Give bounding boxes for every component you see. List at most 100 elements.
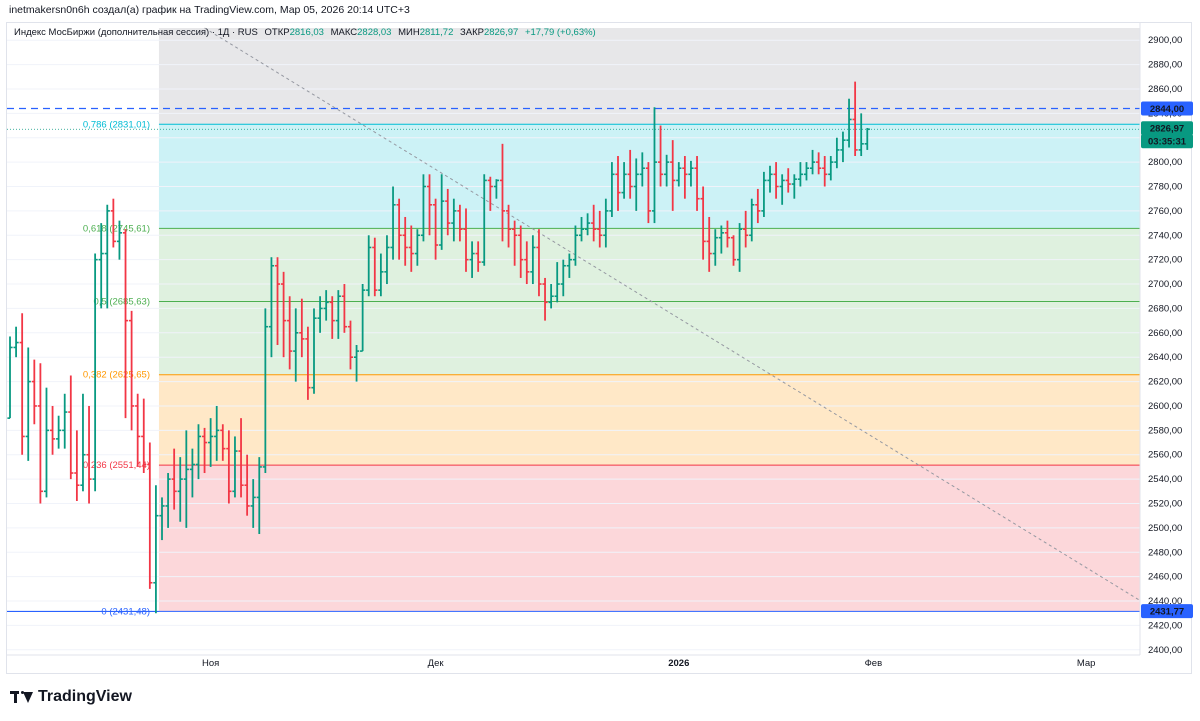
price-labels: 2844,00 2826,97 03:35:31 2431,77 [1141, 101, 1193, 619]
price-tick-label: 2600,00 [1148, 401, 1182, 412]
fib-zone [158, 465, 1140, 612]
ohlc-bar [858, 113, 864, 157]
ohlc-bar [439, 174, 445, 250]
ohlc-bar [372, 237, 378, 297]
fibonacci-retracement[interactable]: 0,786 (2831,01) 0,618 (2745,61) 0,5 (2685,… [7, 28, 1140, 617]
ohlc-bar [639, 152, 645, 187]
ohlc-bar [281, 271, 287, 358]
price-axis[interactable]: 2900,002880,002860,002840,002820,002800,… [1139, 22, 1182, 656]
ohlc-bar [13, 326, 19, 358]
fib-zone [158, 124, 1140, 229]
ohlc-bar [743, 210, 749, 248]
price-label-fib-zero-bg [1141, 604, 1193, 619]
ohlc-bar [670, 140, 676, 211]
ohlc-bar [712, 229, 718, 266]
ohlc-bar [360, 284, 366, 352]
ohlc-bar [353, 345, 360, 382]
ohlc-bar [530, 235, 536, 285]
chart-frame [6, 22, 1192, 674]
ohlc-bar [609, 162, 615, 217]
price-tick-label: 2580,00 [1148, 425, 1182, 436]
ohlc-bar [718, 225, 724, 254]
chart-legend: Индекс МосБиржи (дополнительная сессия) … [14, 27, 596, 38]
ohlc-bar [724, 220, 731, 248]
ohlc-bar [177, 457, 183, 522]
price-tick-label: 2800,00 [1148, 157, 1182, 168]
ohlc-bar [797, 162, 803, 187]
ohlc-bar [262, 308, 268, 474]
price-tick-label: 2860,00 [1148, 84, 1182, 95]
ohlc-bar [414, 229, 420, 266]
ohlc-bar [366, 235, 372, 297]
ohlc-bar [56, 415, 62, 449]
ohlc-bar [153, 485, 159, 614]
ohlc-bar [165, 473, 171, 528]
ohlc-bar [329, 296, 335, 339]
high-value: 2828,03 [357, 27, 392, 38]
ohlc-bar [317, 296, 323, 333]
ohlc-bar [542, 277, 548, 321]
brand-name: TradingView [38, 688, 132, 705]
ohlc-bar [779, 174, 785, 205]
ohlc-bar [505, 204, 512, 248]
ohlc-bar [445, 188, 451, 236]
price-tick-label: 2560,00 [1148, 450, 1182, 461]
ohlc-bar [208, 418, 214, 467]
ohlc-bar [287, 296, 293, 370]
ohlc-bar [864, 127, 870, 150]
ohlc-bar [116, 220, 123, 260]
ohlc-bar [664, 154, 670, 187]
ohlc-bar [645, 162, 651, 224]
ohlc-bar [189, 448, 195, 498]
ohlc-bar [487, 176, 493, 211]
ohlc-bar [62, 393, 68, 449]
fib-level-label: 0,786 (2831,01) [83, 119, 150, 130]
fib-zone [158, 374, 1140, 466]
tradingview-logo[interactable]: TradingView [10, 688, 132, 706]
ohlc-bar [335, 290, 341, 339]
ohlc-bar [378, 253, 384, 297]
ohlc-bar [7, 336, 13, 419]
price-label-line: 2844,00 [1150, 104, 1184, 115]
ohlc-bar [104, 204, 110, 309]
price-tick-label: 2500,00 [1148, 523, 1182, 534]
ohlc-bar [98, 223, 104, 309]
ohlc-bar [633, 158, 639, 211]
ohlc-bar [785, 168, 791, 193]
high-label: МАКС [330, 27, 358, 38]
ohlc-bar [761, 171, 767, 217]
tradingview-logo-icon [10, 691, 34, 703]
ohlc-bar [347, 320, 354, 370]
open-value: 2816,03 [289, 27, 324, 38]
ohlc-bar [621, 162, 627, 199]
time-axis[interactable]: Ноя Дек 2026 Фев Мар [7, 654, 1140, 669]
countdown-label: 03:35:31 [1148, 137, 1187, 148]
ohlc-bar [451, 198, 457, 242]
price-tick-label: 2660,00 [1148, 328, 1182, 339]
ohlc-bar [463, 208, 469, 272]
close-label: ЗАКР [460, 27, 484, 38]
low-value: 2811,72 [419, 27, 454, 38]
ohlc-bar [201, 427, 208, 474]
ohlc-bar [195, 424, 202, 480]
ohlc-bar [536, 229, 542, 297]
symbol-name[interactable]: Индекс МосБиржи (дополнительная сессия) … [14, 27, 258, 38]
ohlc-bar [688, 160, 694, 187]
time-tick-label: Фев [865, 658, 883, 669]
ohlc-bar [554, 262, 560, 303]
ohlc-bar [31, 359, 37, 425]
ohlc-bar [232, 436, 238, 498]
ohlc-bar [493, 179, 499, 199]
ohlc-bar [834, 137, 840, 169]
price-tick-label: 2640,00 [1148, 352, 1182, 363]
ohlc-bar [657, 125, 664, 187]
ohlc-bar [846, 98, 852, 148]
change-value: +17,79 (+0,63%) [524, 27, 596, 38]
ohlc-bar [840, 131, 846, 163]
drawing-lines[interactable] [7, 27, 1142, 602]
price-tick-label: 2420,00 [1148, 620, 1182, 631]
ohlc-bar [852, 81, 858, 157]
price-tick-label: 2540,00 [1148, 474, 1182, 485]
ohlc-bar [572, 225, 579, 266]
